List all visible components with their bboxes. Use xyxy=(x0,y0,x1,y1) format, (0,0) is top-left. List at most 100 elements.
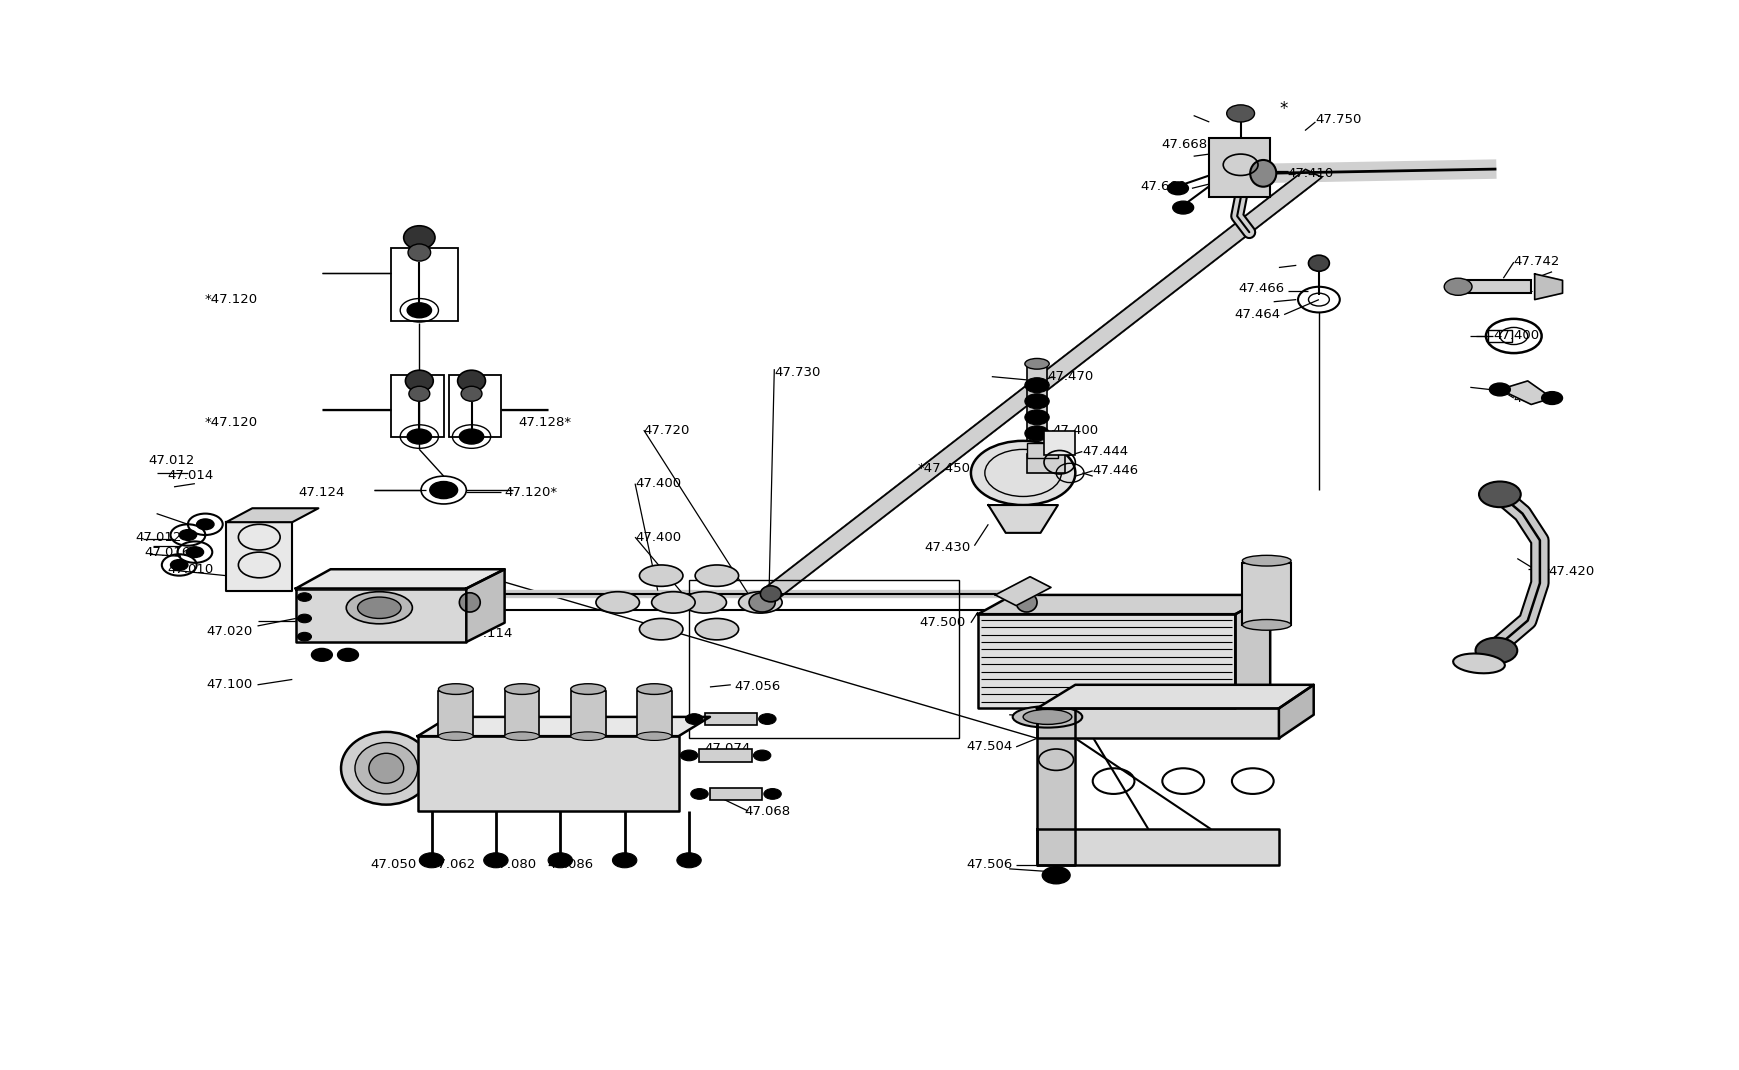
Circle shape xyxy=(430,482,457,499)
Text: 47.430: 47.430 xyxy=(923,541,970,554)
Ellipse shape xyxy=(1016,593,1036,612)
Polygon shape xyxy=(1235,595,1269,708)
Ellipse shape xyxy=(650,592,696,613)
Text: 47.504: 47.504 xyxy=(965,740,1012,753)
Text: *47.450: *47.450 xyxy=(918,462,970,475)
Polygon shape xyxy=(995,577,1050,606)
Circle shape xyxy=(1024,410,1049,425)
Ellipse shape xyxy=(570,732,605,740)
Text: 47.086: 47.086 xyxy=(548,858,593,871)
Text: *: * xyxy=(1280,101,1287,118)
Circle shape xyxy=(680,750,697,761)
Circle shape xyxy=(170,560,188,570)
Text: 47.016: 47.016 xyxy=(144,546,191,559)
Bar xyxy=(1487,330,1511,342)
Circle shape xyxy=(419,853,443,868)
Bar xyxy=(1043,431,1075,455)
Circle shape xyxy=(297,614,311,623)
Circle shape xyxy=(1042,867,1069,884)
Bar xyxy=(689,580,958,738)
Ellipse shape xyxy=(640,565,682,586)
Polygon shape xyxy=(296,588,466,642)
Bar xyxy=(1242,563,1290,625)
Circle shape xyxy=(676,853,701,868)
Text: 47.400: 47.400 xyxy=(1052,424,1099,437)
Circle shape xyxy=(407,429,431,444)
Ellipse shape xyxy=(403,226,435,249)
Ellipse shape xyxy=(636,732,671,740)
Ellipse shape xyxy=(570,684,605,694)
Text: 47.056: 47.056 xyxy=(734,681,781,693)
Text: 47.400: 47.400 xyxy=(1492,330,1539,342)
Text: 47.466: 47.466 xyxy=(1236,282,1283,295)
Circle shape xyxy=(197,519,214,530)
Circle shape xyxy=(1489,383,1509,396)
Text: 47.114: 47.114 xyxy=(466,627,513,640)
Ellipse shape xyxy=(1024,358,1049,369)
Text: 47.012: 47.012 xyxy=(148,454,195,467)
Bar xyxy=(710,788,762,800)
Text: 47.750: 47.750 xyxy=(1513,392,1560,404)
Circle shape xyxy=(297,593,311,601)
Text: 47.750: 47.750 xyxy=(1315,113,1362,126)
Ellipse shape xyxy=(696,618,737,640)
Bar xyxy=(438,691,473,736)
Circle shape xyxy=(548,853,572,868)
Ellipse shape xyxy=(504,732,539,740)
Polygon shape xyxy=(1534,274,1562,300)
Bar xyxy=(391,374,443,437)
Text: 47.500: 47.500 xyxy=(918,616,965,629)
Text: 47.660: 47.660 xyxy=(1139,180,1186,193)
Ellipse shape xyxy=(636,684,671,694)
Circle shape xyxy=(1478,482,1520,507)
Bar xyxy=(636,691,671,736)
Text: 47.742: 47.742 xyxy=(1513,255,1560,268)
Circle shape xyxy=(763,789,781,799)
Text: 47.444: 47.444 xyxy=(1082,445,1129,458)
Bar xyxy=(699,749,751,762)
Circle shape xyxy=(337,648,358,661)
Circle shape xyxy=(612,853,636,868)
Text: 47.446: 47.446 xyxy=(1092,464,1139,477)
Bar xyxy=(449,374,501,437)
Circle shape xyxy=(311,648,332,661)
Text: 47.062: 47.062 xyxy=(430,858,475,871)
Ellipse shape xyxy=(355,743,417,794)
Ellipse shape xyxy=(341,732,431,805)
Text: 47.120*: 47.120* xyxy=(504,486,558,499)
Text: 47.014: 47.014 xyxy=(167,469,214,482)
Text: *47.120: *47.120 xyxy=(203,416,257,429)
Polygon shape xyxy=(1499,381,1551,404)
Text: 47.420: 47.420 xyxy=(1548,565,1595,578)
Polygon shape xyxy=(988,505,1057,533)
Ellipse shape xyxy=(459,593,480,612)
Text: 47.730: 47.730 xyxy=(774,366,821,379)
Ellipse shape xyxy=(461,386,482,401)
Text: 47.068: 47.068 xyxy=(744,805,791,817)
Ellipse shape xyxy=(1452,654,1504,673)
Text: 47.464: 47.464 xyxy=(1233,308,1280,321)
Ellipse shape xyxy=(346,592,412,624)
Bar xyxy=(570,691,605,736)
Circle shape xyxy=(1172,201,1193,214)
Polygon shape xyxy=(466,569,504,642)
Ellipse shape xyxy=(737,592,783,613)
Ellipse shape xyxy=(369,753,403,783)
Bar xyxy=(1026,366,1047,473)
Polygon shape xyxy=(1036,708,1278,738)
Text: 47.410: 47.410 xyxy=(1287,167,1334,180)
Circle shape xyxy=(753,750,770,761)
Text: 47.012: 47.012 xyxy=(136,531,183,544)
Circle shape xyxy=(1024,394,1049,409)
Ellipse shape xyxy=(595,592,640,613)
Circle shape xyxy=(1475,638,1516,663)
Text: 47.010: 47.010 xyxy=(167,563,214,576)
Text: 47.124: 47.124 xyxy=(297,486,344,499)
Ellipse shape xyxy=(504,684,539,694)
Bar xyxy=(1461,280,1530,293)
Circle shape xyxy=(407,303,431,318)
Circle shape xyxy=(758,714,776,724)
Bar xyxy=(504,691,539,736)
Polygon shape xyxy=(1036,829,1278,865)
Circle shape xyxy=(685,714,703,724)
